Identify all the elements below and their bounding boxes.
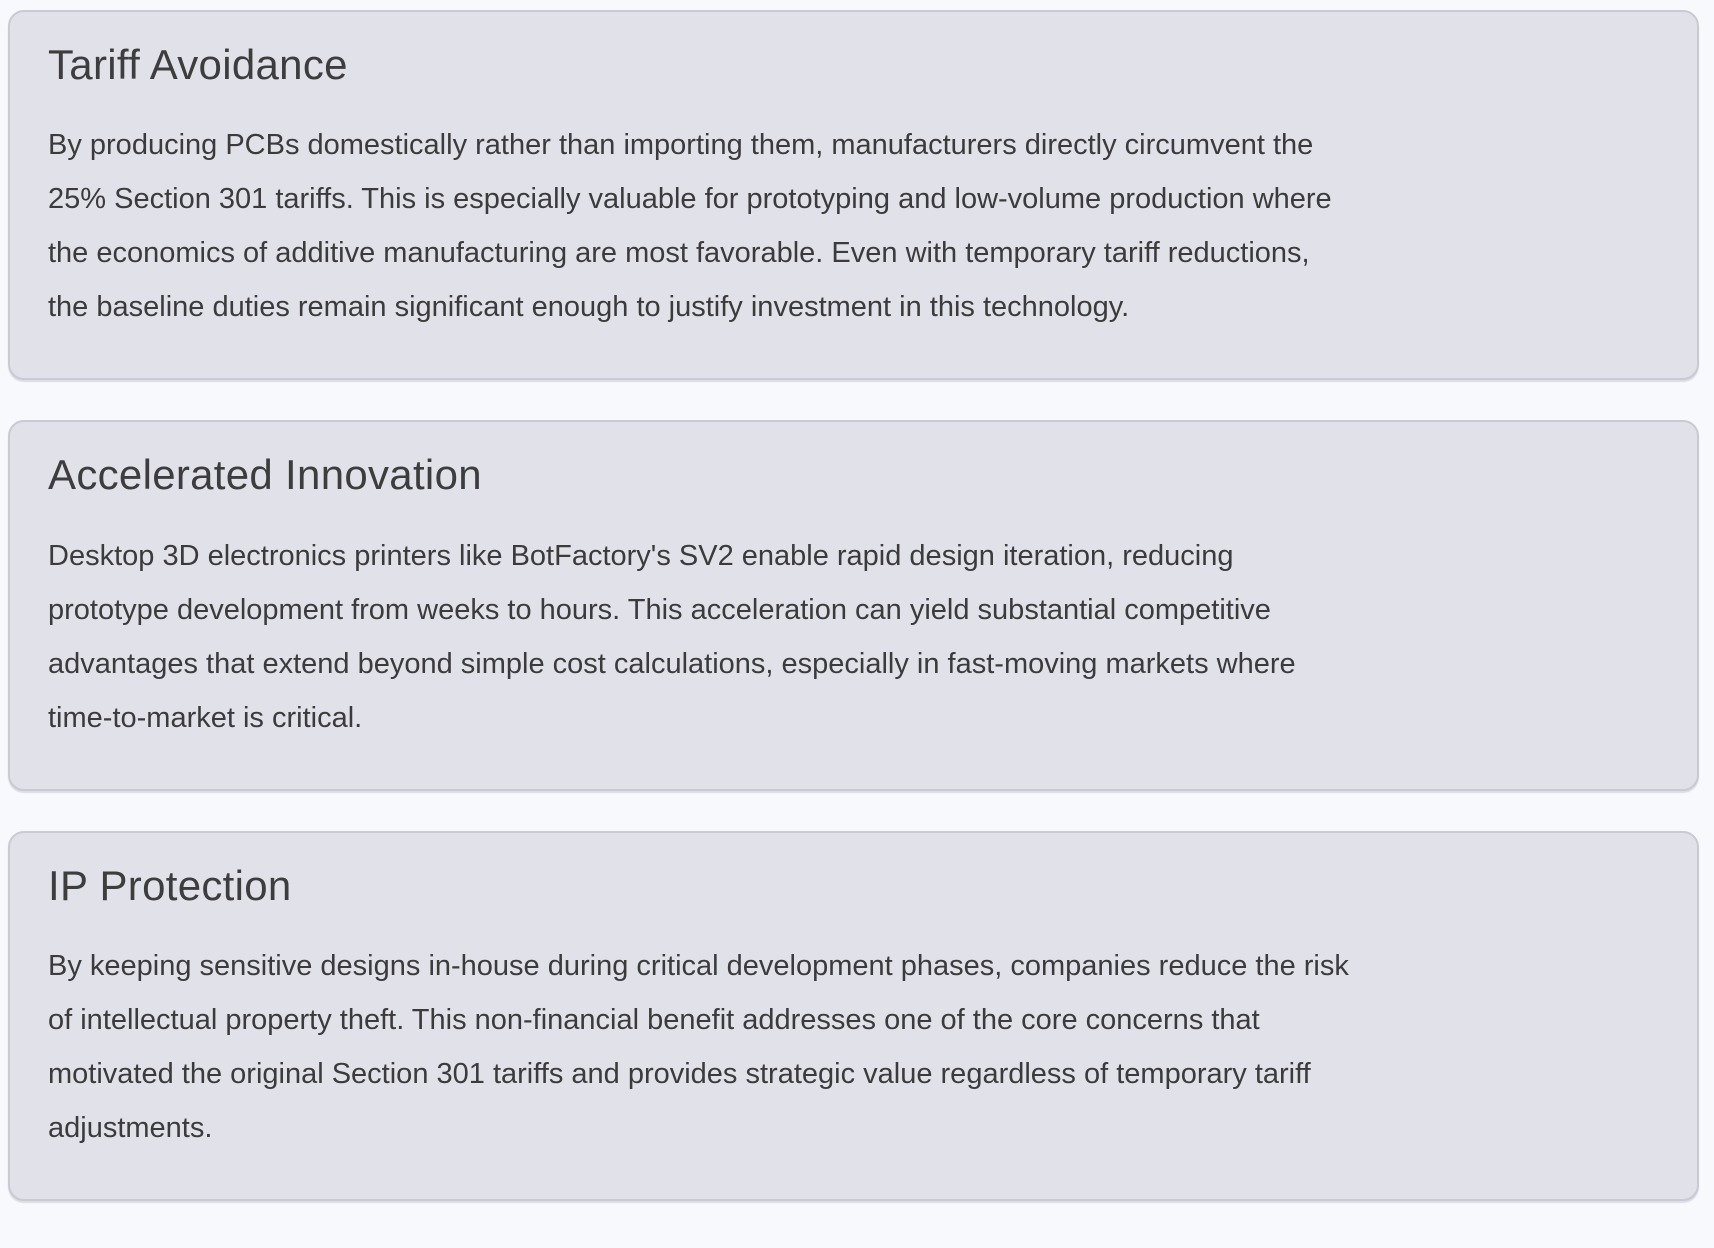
benefit-card-list: Tariff Avoidance By producing PCBs domes… xyxy=(8,10,1699,1202)
card-title-accelerated-innovation: Accelerated Innovation xyxy=(48,451,482,499)
card-body-ip-protection: By keeping sensitive designs in-house du… xyxy=(48,950,1349,1145)
card-body-accelerated-innovation: Desktop 3D electronics printers like Bot… xyxy=(48,539,1296,734)
card-title-tariff-avoidance: Tariff Avoidance xyxy=(48,41,348,88)
card-accelerated-innovation: Accelerated Innovation Desktop 3D electr… xyxy=(8,420,1699,791)
card-body-tariff-avoidance: By producing PCBs domestically rather th… xyxy=(48,129,1332,324)
card-tariff-avoidance: Tariff Avoidance By producing PCBs domes… xyxy=(8,10,1699,381)
card-title-ip-protection: IP Protection xyxy=(48,861,292,909)
card-ip-protection: IP Protection By keeping sensitive desig… xyxy=(8,830,1699,1202)
